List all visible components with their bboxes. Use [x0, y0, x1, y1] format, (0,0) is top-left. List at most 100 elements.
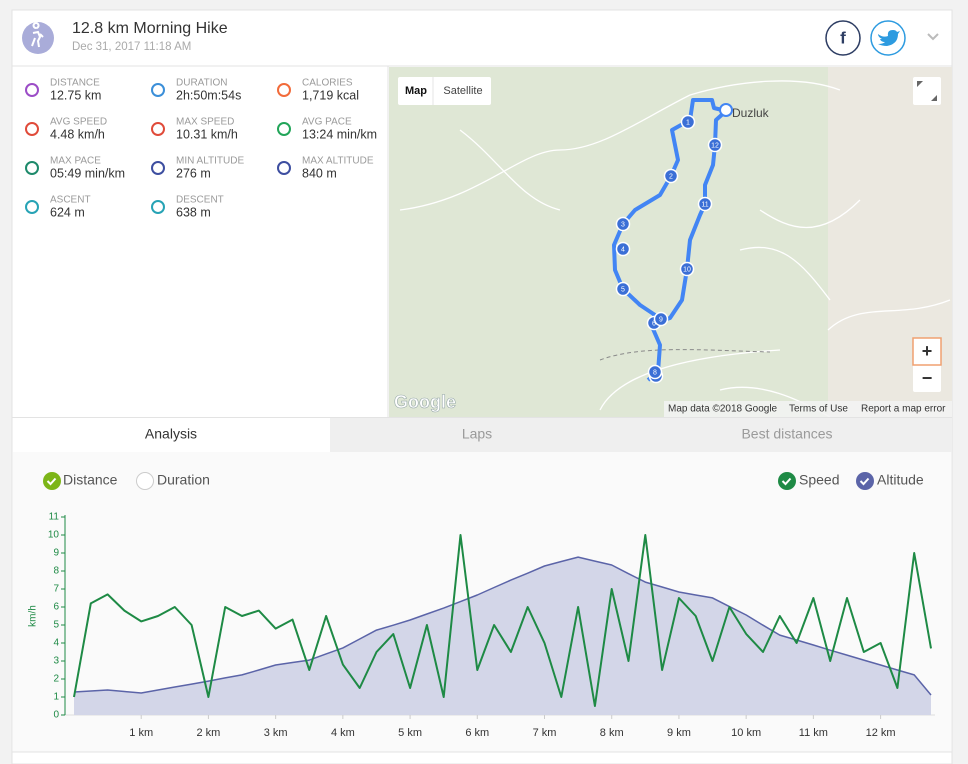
route-marker — [663, 168, 679, 184]
legend-label[interactable]: Speed — [799, 472, 839, 488]
stat-value: 276 m — [176, 166, 211, 180]
toggle-unchecked[interactable] — [136, 472, 154, 490]
route-marker — [679, 261, 695, 277]
stat-label: MAX PACE — [50, 156, 101, 167]
x-tick-label: 10 km — [731, 727, 761, 739]
x-tick-label: 8 km — [600, 727, 624, 739]
marker-label: 10 — [683, 266, 691, 273]
chart: 0 1 2 3 4 5 6 7 8 9 10 11 km/h 1 km 2 km 3 km 4 km 5 km 6 … — [28, 512, 935, 739]
stat-label: MAX SPEED — [176, 117, 234, 128]
activity-title: 12.8 km Morning Hike — [72, 20, 228, 37]
stat-label: DISTANCE — [50, 78, 100, 89]
tab-active[interactable]: Analysis — [145, 426, 197, 442]
zoom-in[interactable]: + — [922, 341, 933, 361]
stat-value: 2h:50m:54s — [176, 88, 241, 102]
y-tick-label: 4 — [53, 638, 59, 649]
x-tick-label: 7 km — [533, 727, 557, 739]
start-pin — [719, 103, 733, 117]
y-tick-label: 10 — [48, 530, 60, 541]
map-footer — [664, 401, 952, 417]
y-tick-label: 5 — [53, 620, 59, 631]
activity-date: Dec 31, 2017 11:18 AM — [72, 41, 191, 53]
stat-icon — [277, 83, 291, 97]
marker-label: 2 — [669, 173, 673, 180]
route-marker — [615, 241, 631, 257]
stat-icon — [151, 122, 165, 136]
activity-icon — [22, 22, 54, 54]
toggle-label[interactable]: Duration — [157, 472, 210, 488]
tab[interactable]: Laps — [462, 426, 492, 442]
route-marker — [615, 216, 631, 232]
report-link[interactable]: Report a map error — [861, 404, 946, 415]
stat-icon — [277, 122, 291, 136]
marker-label: 5 — [621, 286, 625, 293]
marker-label: 6 — [652, 320, 656, 327]
stat-value: 05:49 min/km — [50, 166, 125, 180]
route-marker — [697, 196, 713, 212]
tab[interactable]: Best distances — [741, 426, 832, 442]
altitude-area — [74, 557, 931, 715]
toggle-label[interactable]: Distance — [63, 472, 118, 488]
facebook-glyph: f — [840, 28, 846, 47]
x-tick-label: 9 km — [667, 727, 691, 739]
stat-label: AVG SPEED — [50, 117, 107, 128]
x-tick-label: 6 km — [465, 727, 489, 739]
x-tick-label: 1 km — [129, 727, 153, 739]
stat-label: DESCENT — [176, 195, 224, 206]
stat-label: MIN ALTITUDE — [176, 156, 244, 167]
stat-label: MAX ALTITUDE — [302, 156, 374, 167]
route-marker — [707, 137, 723, 153]
stat-value: 4.48 km/h — [50, 127, 105, 141]
series-line — [73, 534, 932, 707]
zoom-out[interactable]: − — [922, 368, 933, 388]
legend-label[interactable]: Altitude — [877, 472, 924, 488]
check-glyph — [859, 477, 870, 486]
map[interactable]: 123456789101112 Duzluk Map Satellite + −… — [389, 67, 952, 418]
stat-label: AVG PACE — [302, 117, 352, 128]
route-marker — [615, 281, 631, 297]
stat-icon — [151, 83, 165, 97]
terms-link[interactable]: Terms of Use — [789, 404, 848, 415]
tab-bar — [330, 418, 952, 452]
map-button[interactable]: Map — [405, 85, 427, 97]
stat-label: DURATION — [176, 78, 227, 89]
map-logo: Google — [394, 392, 456, 412]
check-glyph — [46, 477, 57, 486]
place-label: Duzluk — [732, 106, 770, 120]
satellite-button[interactable]: Satellite — [443, 85, 482, 97]
zoom-focus — [912, 337, 942, 366]
stat-value: 13:24 min/km — [302, 127, 377, 141]
stat-icon — [151, 200, 165, 214]
stat-icon — [25, 200, 39, 214]
y-tick-label: 2 — [53, 674, 59, 685]
stat-icon — [151, 161, 165, 175]
y-tick-label: 8 — [53, 566, 59, 577]
y-tick-label: 3 — [53, 656, 59, 667]
y-tick-label: 11 — [49, 512, 60, 523]
expand-chevron[interactable] — [927, 33, 939, 41]
hiker-glyph — [31, 22, 44, 48]
x-tick-label: 4 km — [331, 727, 355, 739]
map-boundary — [599, 349, 771, 361]
x-tick-label: 2 km — [197, 727, 221, 739]
fullscreen-glyph — [917, 81, 937, 101]
y-tick-label: 7 — [53, 584, 59, 595]
route-marker — [647, 364, 663, 380]
map-attribution: Map data ©2018 Google — [668, 404, 778, 415]
marker-label: 4 — [621, 246, 625, 253]
y-tick-label: 6 — [53, 602, 59, 613]
marker-label: 8 — [653, 369, 657, 376]
facebook-share[interactable] — [825, 20, 861, 56]
twitter-glyph — [878, 30, 900, 46]
stat-value: 10.31 km/h — [176, 127, 238, 141]
map-type-control — [398, 77, 491, 105]
y-tick-label: 1 — [53, 692, 59, 703]
stat-value: 1,719 kcal — [302, 88, 359, 102]
stat-label: ASCENT — [50, 195, 91, 206]
y-tick-label: 9 — [53, 548, 59, 559]
route-markers: 123456789101112 — [615, 114, 723, 384]
route-marker — [653, 311, 669, 327]
marker-label: 1 — [686, 119, 690, 126]
